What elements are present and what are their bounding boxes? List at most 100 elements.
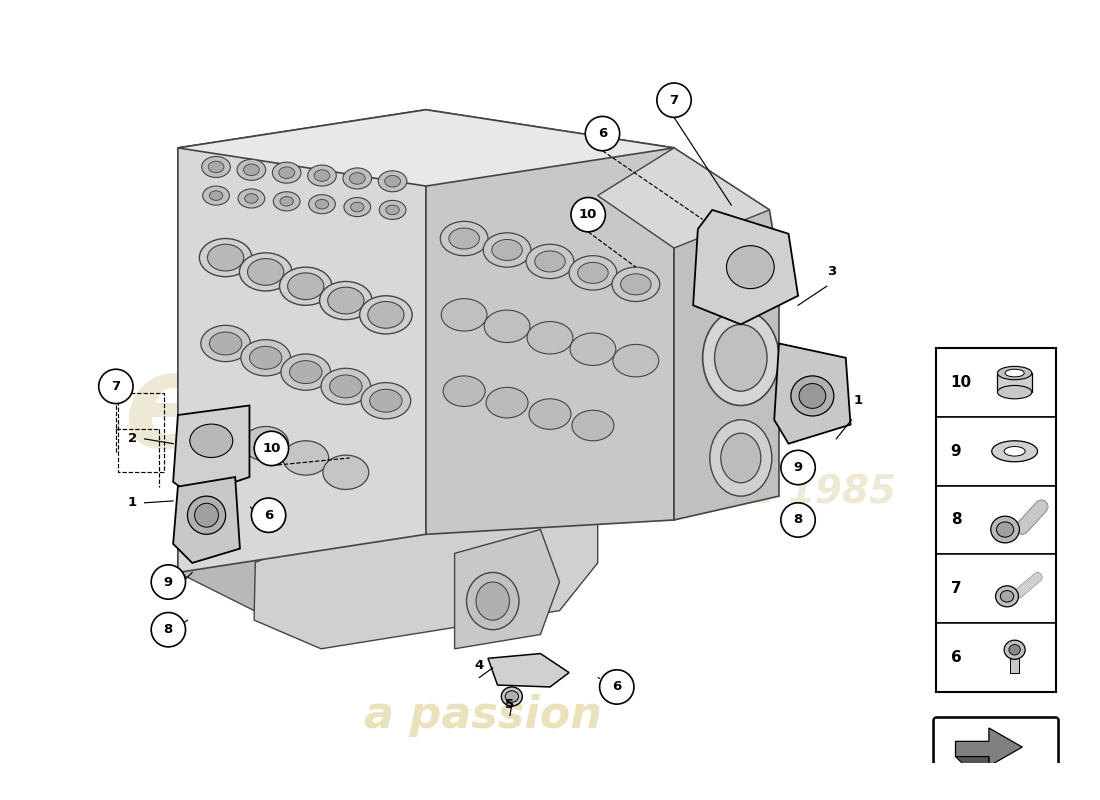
Ellipse shape	[578, 262, 608, 283]
Ellipse shape	[367, 302, 404, 328]
Ellipse shape	[476, 582, 509, 620]
Circle shape	[600, 670, 634, 704]
Ellipse shape	[1004, 446, 1025, 456]
Ellipse shape	[535, 251, 565, 272]
Ellipse shape	[238, 189, 265, 208]
Ellipse shape	[328, 287, 364, 314]
Ellipse shape	[330, 375, 362, 398]
Text: 7: 7	[670, 94, 679, 106]
Ellipse shape	[443, 376, 485, 406]
Ellipse shape	[361, 382, 410, 419]
Circle shape	[99, 370, 133, 403]
Ellipse shape	[209, 332, 242, 355]
Text: 6: 6	[950, 650, 961, 665]
Polygon shape	[597, 148, 769, 248]
Ellipse shape	[441, 298, 487, 331]
FancyBboxPatch shape	[934, 718, 1058, 800]
Ellipse shape	[715, 324, 767, 391]
Bar	[936, 417, 1056, 486]
Bar	[936, 348, 1056, 692]
Text: 3: 3	[827, 266, 836, 278]
Ellipse shape	[440, 222, 488, 256]
Polygon shape	[254, 477, 597, 649]
Text: 4: 4	[475, 659, 484, 673]
Circle shape	[571, 198, 605, 232]
Ellipse shape	[1000, 590, 1014, 602]
Ellipse shape	[201, 157, 230, 178]
Text: 2: 2	[128, 432, 136, 446]
Text: 1: 1	[854, 394, 862, 407]
Circle shape	[254, 431, 288, 466]
Ellipse shape	[316, 199, 329, 209]
Ellipse shape	[350, 173, 365, 184]
Bar	[936, 486, 1056, 554]
Polygon shape	[178, 110, 674, 186]
Ellipse shape	[998, 366, 1032, 380]
Circle shape	[151, 565, 186, 599]
Ellipse shape	[998, 386, 1032, 399]
Ellipse shape	[620, 274, 651, 295]
Text: 7: 7	[111, 380, 120, 393]
Ellipse shape	[248, 258, 284, 286]
Circle shape	[585, 117, 619, 150]
Bar	[936, 554, 1056, 623]
Text: 9: 9	[164, 575, 173, 589]
Ellipse shape	[992, 441, 1037, 462]
Ellipse shape	[703, 310, 779, 406]
Circle shape	[781, 503, 815, 537]
Ellipse shape	[201, 326, 251, 362]
Ellipse shape	[202, 186, 230, 205]
Ellipse shape	[360, 296, 412, 334]
Ellipse shape	[195, 503, 219, 527]
Ellipse shape	[279, 267, 332, 306]
Text: 10: 10	[950, 375, 971, 390]
Ellipse shape	[343, 168, 372, 189]
Polygon shape	[693, 210, 799, 324]
Polygon shape	[173, 477, 240, 563]
Ellipse shape	[280, 197, 294, 206]
Ellipse shape	[320, 282, 372, 320]
Bar	[936, 623, 1056, 692]
Ellipse shape	[710, 420, 772, 496]
Polygon shape	[674, 148, 779, 520]
Ellipse shape	[996, 586, 1019, 607]
Ellipse shape	[997, 522, 1014, 537]
Ellipse shape	[202, 412, 249, 446]
Circle shape	[252, 498, 286, 532]
Text: since 1985: since 1985	[661, 472, 896, 510]
Ellipse shape	[273, 192, 300, 211]
Bar	[936, 348, 1056, 417]
Ellipse shape	[209, 191, 222, 200]
Ellipse shape	[505, 690, 518, 702]
Bar	[998, 373, 1032, 392]
Ellipse shape	[466, 573, 519, 630]
Text: 6: 6	[598, 127, 607, 140]
Ellipse shape	[321, 368, 371, 405]
Ellipse shape	[726, 246, 774, 289]
Ellipse shape	[351, 202, 364, 212]
Ellipse shape	[1005, 370, 1024, 377]
Ellipse shape	[385, 175, 400, 187]
Ellipse shape	[449, 228, 480, 249]
Text: 10: 10	[262, 442, 280, 455]
Ellipse shape	[492, 239, 522, 261]
Ellipse shape	[570, 333, 616, 366]
Text: 8: 8	[950, 513, 961, 527]
Ellipse shape	[287, 273, 323, 299]
Polygon shape	[774, 343, 850, 444]
Ellipse shape	[378, 170, 407, 192]
Ellipse shape	[190, 424, 233, 458]
Ellipse shape	[991, 516, 1020, 543]
Ellipse shape	[1009, 645, 1021, 655]
Ellipse shape	[250, 346, 282, 370]
Text: 8: 8	[164, 623, 173, 636]
Ellipse shape	[527, 322, 573, 354]
Ellipse shape	[238, 159, 266, 180]
Ellipse shape	[612, 267, 660, 302]
Ellipse shape	[315, 170, 330, 182]
Text: 5: 5	[505, 698, 515, 710]
Polygon shape	[426, 110, 674, 534]
Polygon shape	[178, 110, 426, 573]
Ellipse shape	[572, 410, 614, 441]
Bar	[936, 784, 1056, 800]
